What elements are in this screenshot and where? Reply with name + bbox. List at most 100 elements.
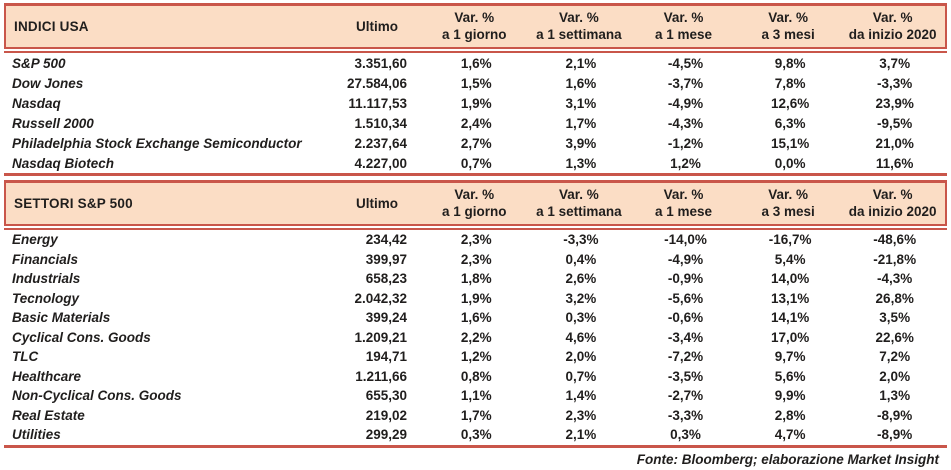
var-value: 1,6% (460, 55, 492, 71)
var-value: 1,4% (565, 388, 597, 404)
row-label: Nasdaq (12, 95, 61, 111)
row-label: Cyclical Cons. Goods (12, 329, 151, 345)
table-row: Financials 399,97 2,3% 0,4% -4,9% 5,4% -21,8% (4, 250, 947, 270)
table-row: Nasdaq 11.117,53 1,9% 3,1% -4,9% 12,6% 23,9% (4, 93, 947, 113)
var-value: -4,9% (667, 95, 704, 111)
table-title: SETTORI S&P 500 (14, 195, 133, 211)
var-value: 4,7% (774, 427, 806, 443)
var-value: 3,2% (565, 290, 597, 306)
ultimo-value: 2.042,32 (354, 290, 407, 306)
var-period: da inizio 2020 (848, 27, 937, 42)
var-value: 15,1% (770, 135, 810, 151)
var-value: 2,0% (879, 368, 911, 384)
table-settori-sp500: SETTORI S&P 500 Ultimo Var. % a 1 giorno… (4, 180, 947, 448)
var-value: 1,5% (460, 75, 492, 91)
var-value: 1,6% (565, 75, 597, 91)
var-value: -8,9% (877, 407, 913, 423)
row-label: Financials (12, 251, 79, 267)
var-label: Var. % (558, 187, 599, 202)
var-label: Var. % (454, 187, 495, 202)
ultimo-value: 234,42 (365, 232, 407, 248)
var-value: 0,8% (460, 368, 492, 384)
var-value: -0,6% (667, 310, 704, 326)
col-header-var-1-mese: Var. % a 1 mese (631, 186, 736, 220)
col-header-var-1-settimana: Var. % a 1 settimana (527, 186, 632, 220)
var-value: 1,2% (670, 155, 701, 171)
var-period: a 1 giorno (442, 204, 507, 219)
table-row: Basic Materials 399,24 1,6% 0,3% -0,6% 14,1% 3… (4, 308, 947, 328)
var-value: 3,1% (565, 95, 597, 111)
var-value: 0,4% (565, 251, 597, 267)
var-value: 1,3% (565, 155, 597, 171)
row-label: Tecnology (12, 290, 80, 306)
ultimo-value: 399,24 (365, 310, 407, 326)
row-label: Industrials (12, 271, 81, 287)
table-row: Industrials 658,23 1,8% 2,6% -0,9% 14,0% -4,3% (4, 269, 947, 289)
var-period: a 1 settimana (536, 27, 622, 42)
var-value: 2,3% (460, 251, 492, 267)
var-label: Var. % (663, 10, 704, 25)
var-value: 0,0% (774, 155, 806, 171)
header-band: INDICI USA Ultimo Var. % a 1 giorno Var.… (4, 3, 947, 49)
var-value: 6,3% (774, 115, 806, 131)
var-value: 9,7% (774, 349, 806, 365)
col-header-ultimo: Ultimo (356, 18, 398, 34)
var-value: 13,1% (770, 290, 810, 306)
table-body: Energy 234,42 2,3% -3,3% -14,0% -16,7% -48,6% F… (4, 230, 947, 445)
var-value: -5,6% (667, 290, 704, 306)
table-row: Dow Jones 27.584,06 1,5% 1,6% -3,7% 7,8% -3,3% (4, 73, 947, 93)
ultimo-value: 1.510,34 (354, 115, 407, 131)
var-value: 1,7% (460, 407, 492, 423)
row-label: Basic Materials (12, 310, 111, 326)
var-value: 1,3% (879, 388, 911, 404)
var-value: 11,6% (875, 155, 914, 171)
var-value: 3,9% (565, 135, 597, 151)
row-label: Energy (12, 232, 58, 248)
var-value: 2,6% (565, 271, 597, 287)
var-value: 9,8% (774, 55, 806, 71)
table-row: S&P 500 3.351,60 1,6% 2,1% -4,5% 9,8% 3,7% (4, 53, 947, 73)
table-header: SETTORI S&P 500 Ultimo Var. % a 1 giorno… (4, 180, 947, 230)
var-value: 0,3% (460, 427, 492, 443)
header-divider-gap (4, 226, 947, 228)
var-value: 23,9% (875, 95, 914, 111)
var-value: -9,5% (877, 115, 913, 131)
var-value: 7,8% (774, 75, 806, 91)
var-value: 22,6% (875, 329, 914, 345)
var-value: 21,0% (875, 135, 914, 151)
var-value: -21,8% (873, 251, 917, 267)
ultimo-value: 4.227,00 (354, 155, 407, 171)
ultimo-value: 194,71 (365, 349, 407, 365)
var-value: 2,1% (565, 427, 597, 443)
var-value: 1,2% (460, 349, 492, 365)
table-row: Philadelphia Stock Exchange Semiconducto… (4, 133, 947, 153)
row-label: Nasdaq Biotech (12, 155, 115, 171)
ultimo-value: 3.351,60 (354, 55, 407, 71)
var-value: -4,5% (667, 55, 704, 71)
table-row: Russell 2000 1.510,34 2,4% 1,7% -4,3% 6,3% -9,… (4, 113, 947, 133)
var-value: 7,2% (879, 349, 911, 365)
source-caption: Fonte: Bloomberg; elaborazione Market In… (636, 451, 939, 467)
var-value: 5,4% (774, 251, 806, 267)
table-row: Cyclical Cons. Goods 1.209,21 2,2% 4,6% -3,4… (4, 328, 947, 348)
col-header-ultimo: Ultimo (356, 195, 398, 211)
var-label: Var. % (454, 10, 495, 25)
var-value: -14,0% (664, 232, 707, 248)
var-label: Var. % (768, 10, 808, 25)
header-divider-line (4, 51, 947, 53)
table-body: S&P 500 3.351,60 1,6% 2,1% -4,5% 9,8% 3,7% Dow … (4, 53, 947, 173)
ultimo-value: 11.117,53 (348, 95, 407, 111)
table-row: Nasdaq Biotech 4.227,00 0,7% 1,3% 1,2% 0,0% 11… (4, 153, 947, 173)
var-value: -4,9% (667, 251, 704, 267)
col-header-var-3-mesi: Var. % a 3 mesi (736, 9, 841, 43)
var-label: Var. % (663, 187, 704, 202)
ultimo-value: 299,29 (365, 427, 407, 443)
var-value: 3,7% (879, 55, 911, 71)
table-bottom-rule (4, 444, 947, 448)
col-header-var-inizio-2020: Var. % da inizio 2020 (840, 9, 945, 43)
var-value: 4,6% (565, 329, 597, 345)
col-header-var-1-giorno: Var. % a 1 giorno (422, 186, 527, 220)
var-value: -3,3% (563, 232, 599, 248)
var-value: 2,7% (460, 135, 492, 151)
